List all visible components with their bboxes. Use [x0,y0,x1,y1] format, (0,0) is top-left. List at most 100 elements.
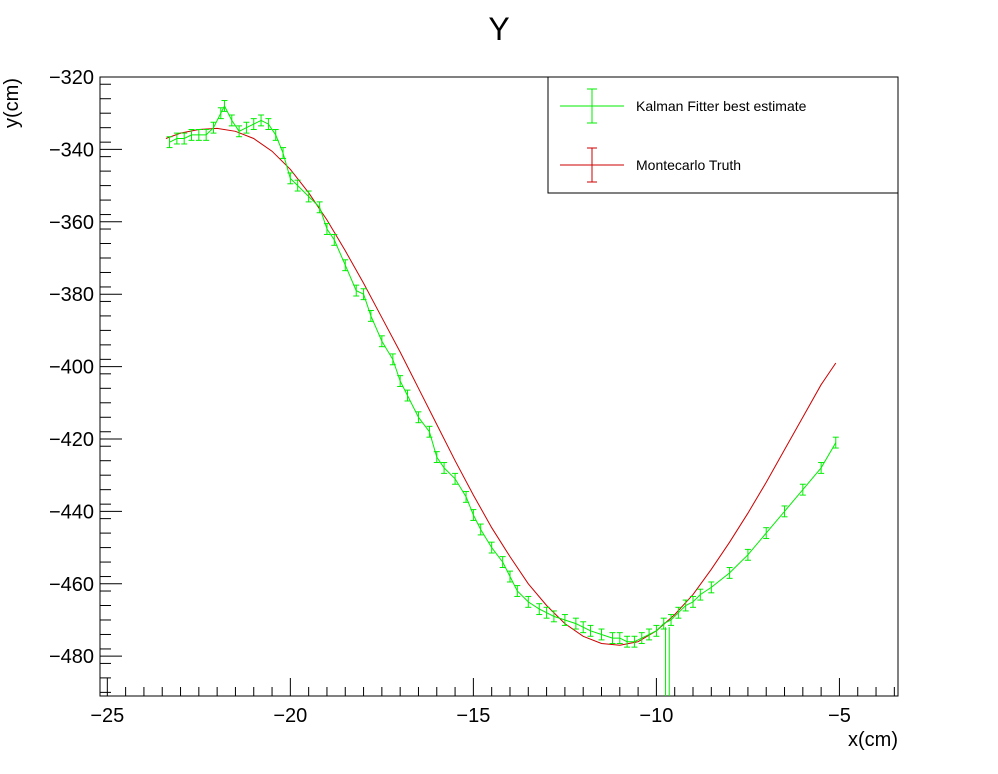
kalman-point [287,172,294,185]
kalman-point [433,451,440,464]
kalman-point [668,614,675,626]
plot-frame [99,76,899,697]
y-tick-label: −460 [49,574,94,596]
kalman-point [506,570,513,583]
y-tick-label: −360 [49,212,94,234]
kalman-point [697,588,704,601]
y-tick-label: −440 [49,501,94,523]
kalman-point [653,624,660,637]
kalman-point [203,128,210,141]
kalman-point [378,335,385,348]
kalman-point [499,556,506,568]
y-tick-label: −480 [49,646,94,668]
kalman-point [514,585,521,597]
kalman-point [389,353,396,366]
kalman-point [763,527,770,540]
kalman-point [210,121,217,134]
kalman-point [598,628,605,641]
x-tick-label: −15 [456,705,490,727]
kalman-point [250,118,257,130]
kalman-point [228,114,235,127]
kalman-point [397,375,404,387]
kalman-point [280,147,287,159]
kalman-point [587,624,594,637]
kalman-point [543,606,550,619]
kalman-point [188,128,195,141]
kalman-point [580,621,587,634]
kalman-point [799,483,806,496]
kalman-point [265,118,272,130]
kalman-point [166,136,173,149]
y-axis: −320 −340 −360 −380 −400 −420 −440 −460 −480 [49,67,122,693]
x-axis: −25 −20 −15 −10 −5 [90,678,895,727]
kalman-point [477,523,484,536]
legend-entry-truth: Montecarlo Truth [560,147,741,183]
kalman-point [415,411,422,424]
kalman-point [638,632,645,645]
kalman-point [353,284,360,297]
x-tick-label: −10 [639,705,673,727]
kalman-point [360,288,367,301]
kalman-point [236,125,243,138]
y-tick-label: −380 [49,284,94,306]
kalman-point [818,462,825,474]
y-tick-label: −320 [49,67,94,89]
y-tick-label: −340 [49,139,94,161]
kalman-point [426,425,433,438]
series-line-montecarlo-truth [165,127,837,646]
kalman-point [744,548,751,561]
legend-box [547,76,899,194]
y-axis-label: y(cm) [1,78,23,128]
kalman-point [272,128,279,141]
kalman-point [536,603,543,616]
kalman-point [305,190,312,203]
kalman-point [470,509,477,521]
kalman-point [609,632,616,645]
kalman-point [550,610,557,623]
kalman-point [488,541,495,554]
x-axis-label: x(cm) [848,729,898,751]
kalman-point [525,595,532,608]
kalman-point [572,617,579,630]
kalman-point [294,179,301,192]
kalman-point [258,114,265,127]
kalman-point [675,606,682,619]
kalman-point [316,201,323,214]
kalman-point [404,389,411,402]
x-tick-label: −25 [90,705,124,727]
legend-label-truth: Montecarlo Truth [636,157,741,173]
x-tick-label: −5 [828,705,851,727]
kalman-point [708,581,715,594]
legend: Kalman Fitter best estimate Montecarlo T… [547,76,899,194]
x-tick-label: −20 [273,705,307,727]
kalman-point [331,233,338,246]
series-layer [165,100,839,696]
kalman-point [631,635,638,648]
kalman-point [342,259,349,272]
kalman-point [646,628,653,641]
kalman-point [195,128,202,141]
kalman-point [221,100,228,112]
kalman-point [323,223,330,235]
kalman-point [243,121,250,134]
kalman-point [690,595,697,608]
kalman-point [181,132,188,145]
kalman-point [616,632,623,645]
kalman-point [173,132,180,145]
y-tick-label: −420 [49,429,94,451]
kalman-point [781,505,788,518]
kalman-point [726,566,733,579]
kalman-point [452,472,459,485]
legend-entry-kalman: Kalman Fitter best estimate [560,88,807,124]
kalman-point [217,107,224,120]
kalman-point [367,309,374,322]
kalman-point [441,462,448,474]
kalman-point [561,614,568,626]
kalman-point [682,599,689,612]
kalman-point [832,436,839,449]
legend-label-kalman: Kalman Fitter best estimate [636,98,807,114]
chart-title: Y [488,11,509,47]
y-tick-label: −400 [49,357,94,379]
kalman-point [463,490,470,503]
